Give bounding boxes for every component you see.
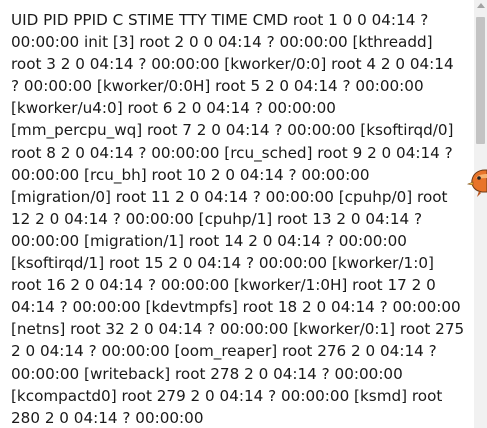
- vertical-scrollbar[interactable]: [474, 0, 487, 428]
- process-list-text: UID PID PPID C STIME TTY TIME CMD root 1…: [11, 11, 465, 427]
- orange-bird-icon[interactable]: [466, 160, 487, 204]
- scroll-up-arrow-icon[interactable]: [477, 3, 485, 8]
- scroll-thumb[interactable]: [476, 17, 485, 144]
